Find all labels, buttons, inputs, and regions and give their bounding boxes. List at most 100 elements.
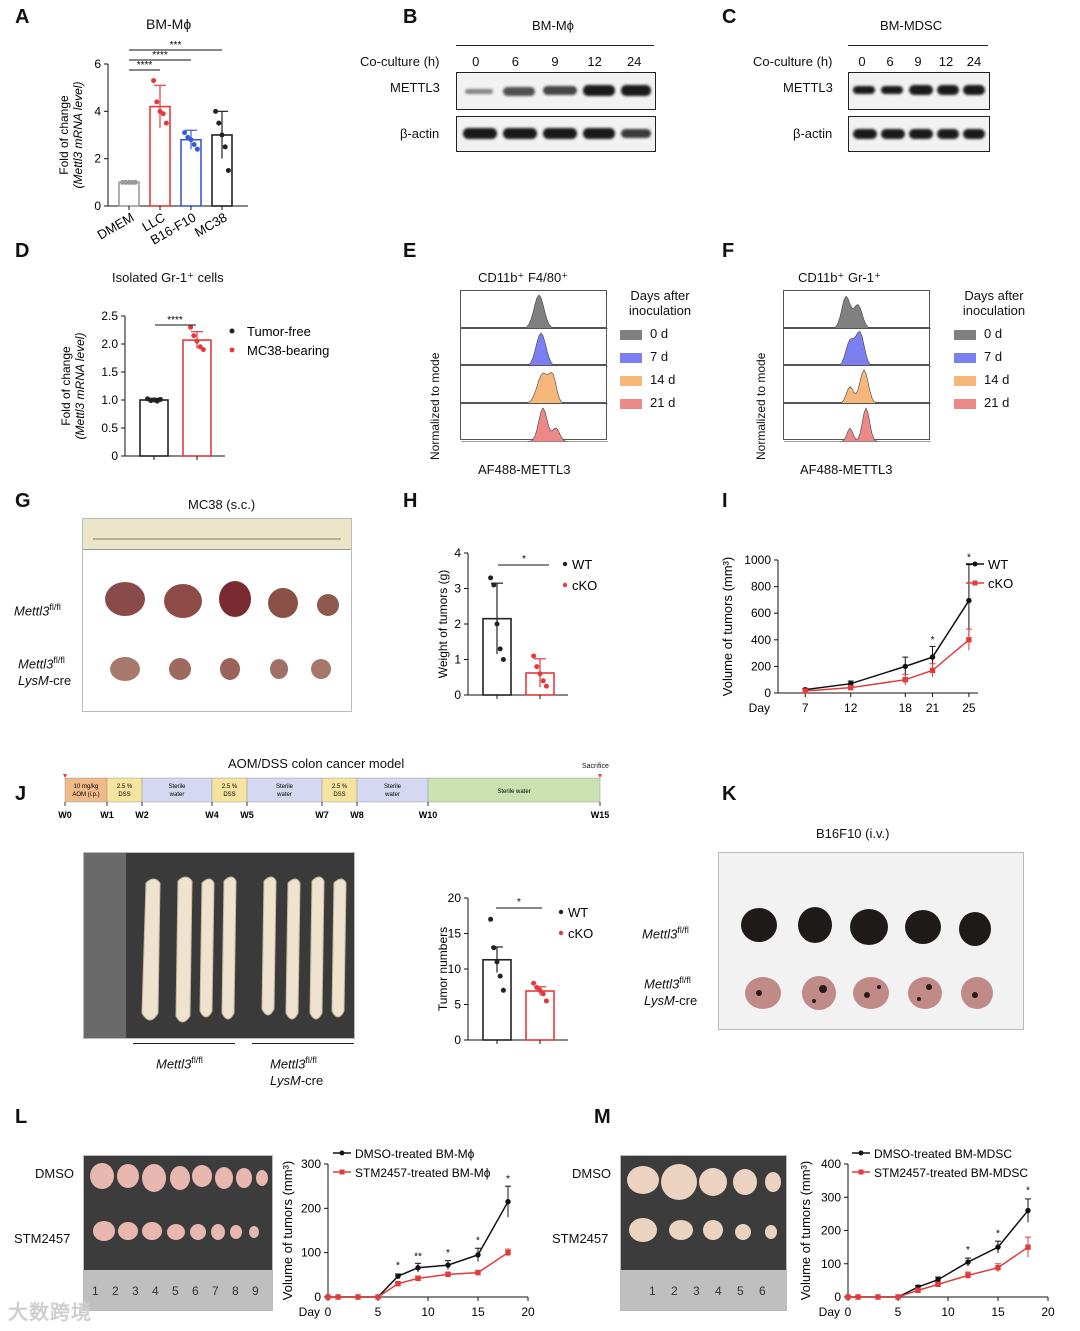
band (881, 86, 903, 94)
x-tick-label: 15 (991, 1305, 1005, 1319)
legend-swatch (620, 329, 642, 340)
timeline-week-label: W4 (205, 810, 219, 820)
histogram-row (783, 402, 931, 442)
significance-mark: *** (170, 40, 182, 51)
data-point (902, 663, 908, 670)
gene-name: Mettl3 (14, 603, 50, 619)
y-tick-label: 20 (448, 891, 462, 905)
legend-item: 0 d (620, 326, 720, 341)
legend-item: 14 d (620, 372, 720, 387)
panel-e-xlabel: AF488-METTL3 (478, 462, 571, 477)
legend-item: 21 d (620, 395, 720, 410)
ruler (83, 519, 351, 550)
panel-i-chart: 0 200 400 600 800 1000 Day 7 12 18 21 25 Volume of t… (720, 552, 1013, 715)
gene-sup: fl/fl (679, 975, 691, 985)
legend-marker (972, 580, 978, 586)
band (465, 89, 493, 94)
histogram-row (783, 327, 931, 367)
panel-b-timepoints: 0 6 9 12 24 (456, 54, 654, 70)
timepoint-label: 0 (858, 54, 866, 69)
bar (139, 399, 169, 457)
y-tick-label: 0 (314, 1290, 321, 1304)
panel-j-title: AOM/DSS colon cancer model (228, 756, 405, 771)
y-tick-label: 2 (94, 152, 101, 166)
histogram-row (460, 365, 608, 404)
panel-label-f: F (722, 240, 735, 262)
data-point (935, 1277, 941, 1283)
data-point (929, 654, 936, 660)
data-point (395, 1281, 401, 1287)
panel-c-coculture-label: Co-culture (h) (753, 54, 833, 69)
legend-label: DMSO-treated BM-MDSC (874, 1147, 1012, 1161)
panel-b-row-actin: β-actin (400, 126, 440, 141)
panel-b-blot-actin (456, 116, 656, 152)
panel-m-row1-label: DMSO (572, 1166, 611, 1181)
y-tick-label: 1 (454, 653, 461, 667)
significance-mark: * (506, 1174, 510, 1185)
panel-c-title: BM-MDSC (880, 18, 943, 33)
x-tick-label: 21 (926, 701, 940, 715)
y-tick-label: 200 (301, 1201, 321, 1215)
legend-marker (562, 582, 568, 588)
gene-name: LysM (270, 1073, 301, 1088)
data-point (494, 959, 500, 965)
data-point (500, 987, 506, 993)
data-point (995, 1265, 1001, 1271)
significance-mark: **** (167, 315, 183, 326)
significance-mark: * (996, 1228, 1000, 1239)
y-axis-label: Weight of tumors (g) (436, 570, 450, 678)
data-point (855, 1294, 861, 1300)
timepoint-label: 12 (938, 54, 954, 69)
data-point (902, 677, 908, 683)
legend-swatch (954, 375, 976, 386)
timeline-end-marker (598, 774, 602, 778)
y-tick-label: 0.5 (101, 421, 118, 435)
data-point (491, 945, 497, 951)
timeline-segment-label: Sterile (168, 784, 186, 790)
x-tick-label: 5 (895, 1305, 902, 1319)
y-tick-label: 400 (751, 633, 771, 647)
panel-c-blot-mettl3 (848, 72, 990, 110)
y-tick-label: 0 (111, 449, 118, 463)
panel-f-title: CD11b⁺ Gr-1⁺ (798, 270, 881, 285)
data-point (935, 1281, 941, 1288)
data-point (537, 987, 543, 993)
x-tick-label: 15 (471, 1305, 485, 1319)
y-tick-label: 15 (448, 927, 462, 941)
timeline-segment (211, 777, 248, 803)
histogram-row (783, 365, 931, 404)
data-point (965, 1259, 971, 1265)
data-point (875, 1294, 881, 1300)
data-point (895, 1294, 901, 1300)
ruler-number: 5 (172, 1284, 179, 1298)
y-tick-label: 3 (454, 582, 461, 596)
panel-j-timeline: 10 mg/kg AOM (i.p.) 2.5 % DSS Sterile water 2.… (58, 774, 609, 820)
panel-b-header-line (456, 45, 654, 46)
band (583, 85, 615, 96)
timeline-segment (427, 777, 601, 803)
panel-label-c: C (722, 6, 737, 28)
legend-label: 21 d (984, 395, 1010, 410)
gene-name: LysM (18, 673, 49, 688)
panel-b-coculture-label: Co-culture (h) (360, 54, 440, 69)
data-point (966, 597, 972, 604)
ruler-number: 3 (132, 1284, 139, 1298)
ruler-number: 8 (232, 1284, 239, 1298)
timepoint-label: 0 (472, 54, 480, 69)
y-tick-label: 4 (454, 546, 461, 560)
ruler-number: 1 (92, 1284, 99, 1298)
data-point (188, 324, 194, 330)
panel-k-title: B16F10 (i.v.) (816, 826, 890, 841)
timepoint-label: 6 (886, 54, 894, 69)
y-tick-label: 200 (751, 659, 771, 673)
y-tick-label: 2.5 (101, 309, 118, 323)
band (853, 129, 877, 139)
panel-g-tumors (93, 538, 341, 681)
y-axis-label: Fold of change (57, 95, 71, 175)
timeline-segment-label: 2.5 % (332, 784, 348, 790)
data-point (1025, 1207, 1031, 1214)
legend-item: 14 d (954, 372, 1064, 387)
